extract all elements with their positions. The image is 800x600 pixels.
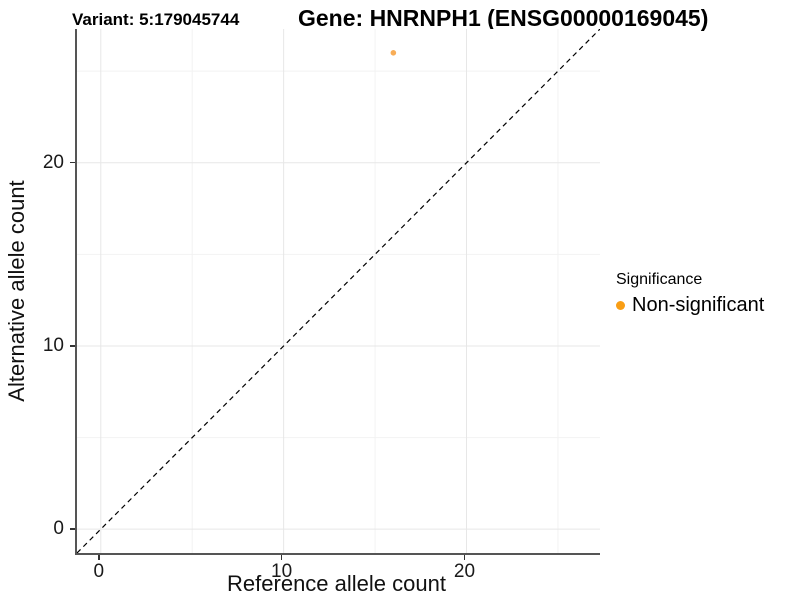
x-axis-tick-label: 0 <box>93 561 105 582</box>
x-axis-title: Reference allele count <box>227 571 446 596</box>
legend: Significance Non-significant <box>616 271 764 317</box>
y-axis-tick <box>70 345 75 347</box>
identity-reference-line <box>77 29 600 553</box>
plot-title-gene: Gene: HNRNPH1 (ENSG00000169045) <box>298 5 709 31</box>
y-axis-tick-label: 20 <box>42 151 64 173</box>
y-axis-tick-label: 0 <box>53 518 64 540</box>
legend-item-label: Non-significant <box>632 294 765 316</box>
data-point <box>390 50 397 56</box>
y-axis-tick-label: 10 <box>42 334 64 356</box>
y-axis-tick <box>70 161 75 164</box>
x-axis-tick <box>280 555 283 560</box>
x-axis-tick <box>463 555 466 560</box>
y-axis-tick <box>70 528 75 530</box>
plot-canvas <box>77 29 600 553</box>
plot-title-variant: Variant: 5:179045744 <box>72 10 240 29</box>
plot-panel <box>75 29 600 555</box>
legend-title: Significance <box>616 271 703 288</box>
x-axis-tick <box>98 555 100 560</box>
x-axis-tick-label: 20 <box>453 561 476 582</box>
legend-dot-icon <box>616 301 625 310</box>
legend-item: Non-significant <box>616 294 764 317</box>
x-axis-tick-label: 10 <box>271 561 293 582</box>
y-axis-title: Alternative allele count <box>4 180 29 402</box>
